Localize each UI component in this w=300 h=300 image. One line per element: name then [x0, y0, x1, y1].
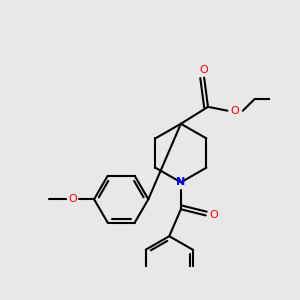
- Text: O: O: [209, 210, 218, 220]
- Text: O: O: [231, 106, 239, 116]
- Text: O: O: [200, 65, 208, 75]
- Text: O: O: [68, 194, 77, 204]
- Text: N: N: [176, 177, 185, 187]
